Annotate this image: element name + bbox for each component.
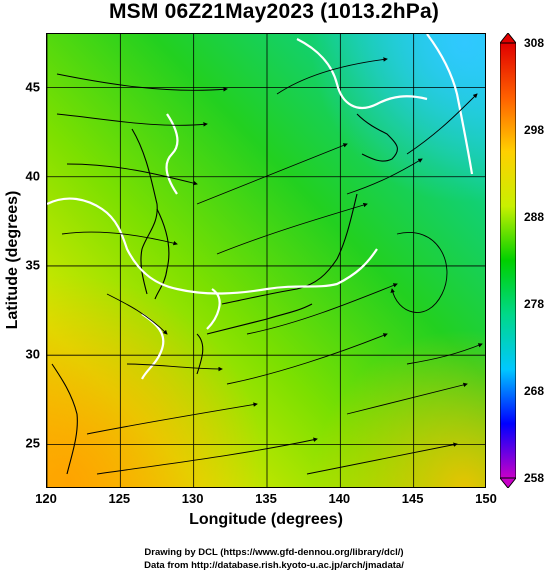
x-tick-label: 135 [255, 491, 277, 506]
chart-title: MSM 06Z21May2023 (1013.2hPa) [108, 0, 440, 23]
colorbar-min-arrow [500, 477, 516, 488]
isotherm-contours [47, 34, 474, 380]
x-tick-label: 140 [328, 491, 351, 506]
map-gridlines [47, 34, 485, 487]
credit-drawing: Drawing by DCL (https://www.gfd-dennou.o… [144, 547, 404, 558]
x-tick-label: 150 [475, 491, 497, 506]
x-axis-label: Longitude (degrees) [189, 511, 343, 528]
y-tick-label: 25 [25, 435, 40, 451]
x-tick-label: 125 [108, 491, 131, 506]
coastlines [51, 113, 398, 475]
wind-streamlines [56, 57, 483, 475]
x-tick-label: 130 [181, 491, 204, 506]
colorbar-max-arrow [500, 33, 516, 44]
colorbar-tick-label: 258 [524, 471, 545, 485]
colorbar-tick-label: 288 [524, 210, 545, 224]
y-tick-label: 45 [25, 79, 40, 95]
y-tick-label: 40 [25, 168, 40, 184]
colorbar-tick-label: 268 [524, 384, 545, 398]
y-axis-label: Latitude (degrees) [4, 190, 21, 330]
colorbar-gradient [500, 42, 516, 479]
colorbar [500, 33, 516, 488]
x-tick-label: 145 [401, 491, 424, 506]
colorbar-tick-label: 298 [524, 123, 545, 137]
y-tick-label: 35 [25, 257, 40, 273]
y-tick-label: 30 [25, 346, 40, 362]
colorbar-tick-label: 278 [524, 297, 545, 311]
map-canvas [47, 34, 485, 487]
x-tick-label: 120 [35, 491, 57, 506]
colorbar-tick-label: 308 [524, 36, 545, 50]
credit-data: Data from http://database.rish.kyoto-u.a… [144, 560, 404, 571]
map-plot-area [46, 33, 486, 488]
